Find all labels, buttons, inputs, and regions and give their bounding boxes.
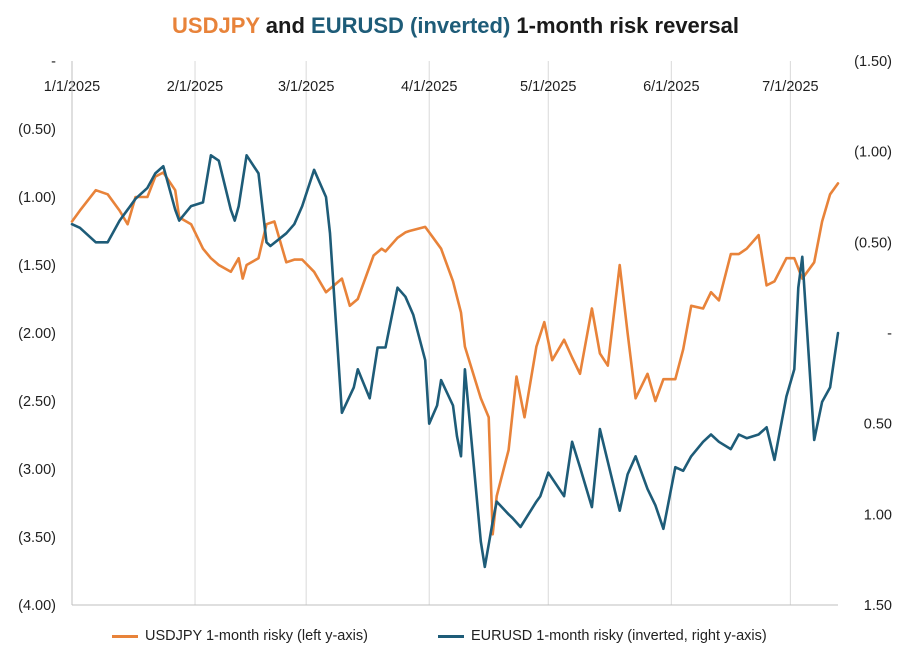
legend-item-eurusd: EURUSD 1-month risky (inverted, right y-…	[438, 628, 767, 644]
left-tick-label: -	[51, 54, 56, 70]
right-tick-label: 1.00	[864, 507, 892, 523]
chart-title: USDJPY and EURUSD (inverted) 1-month ris…	[0, 13, 911, 39]
left-tick-label: (4.00)	[18, 598, 56, 614]
title-eurusd: EURUSD (inverted)	[311, 13, 511, 38]
left-tick-label: (3.50)	[18, 530, 56, 546]
eurusd-series-line	[70, 154, 840, 569]
title-rest: 1-month risk reversal	[510, 13, 739, 38]
right-tick-label: (1.50)	[854, 54, 892, 70]
left-tick-label: (2.50)	[18, 394, 56, 410]
legend-label-usdjpy: USDJPY 1-month risky (left y-axis)	[145, 628, 368, 644]
x-tick-label: 4/1/2025	[401, 79, 457, 95]
x-tick-label: 2/1/2025	[167, 79, 223, 95]
legend-swatch-usdjpy	[112, 634, 138, 638]
right-tick-label: 1.50	[864, 598, 892, 614]
usdjpy-series-line	[70, 171, 840, 536]
title-and: and	[259, 13, 312, 38]
legend-swatch-eurusd	[438, 634, 464, 638]
x-tick-label: 6/1/2025	[643, 79, 699, 95]
x-tick-label: 3/1/2025	[278, 79, 334, 95]
legend: USDJPY 1-month risky (left y-axis) EURUS…	[0, 628, 911, 648]
left-tick-label: (1.00)	[18, 190, 56, 206]
left-tick-label: (3.00)	[18, 462, 56, 478]
legend-label-eurusd: EURUSD 1-month risky (inverted, right y-…	[471, 628, 767, 644]
left-tick-label: (2.00)	[18, 326, 56, 342]
title-usdjpy: USDJPY	[172, 13, 260, 38]
legend-item-usdjpy: USDJPY 1-month risky (left y-axis)	[112, 628, 368, 644]
x-tick-label: 7/1/2025	[762, 79, 818, 95]
right-tick-label: (1.00)	[854, 145, 892, 161]
left-tick-label: (1.50)	[18, 258, 56, 274]
left-tick-label: (0.50)	[18, 122, 56, 138]
right-tick-label: (0.50)	[854, 235, 892, 251]
x-tick-label: 5/1/2025	[520, 79, 576, 95]
right-tick-label: 0.50	[864, 417, 892, 433]
right-tick-label: -	[887, 326, 892, 342]
